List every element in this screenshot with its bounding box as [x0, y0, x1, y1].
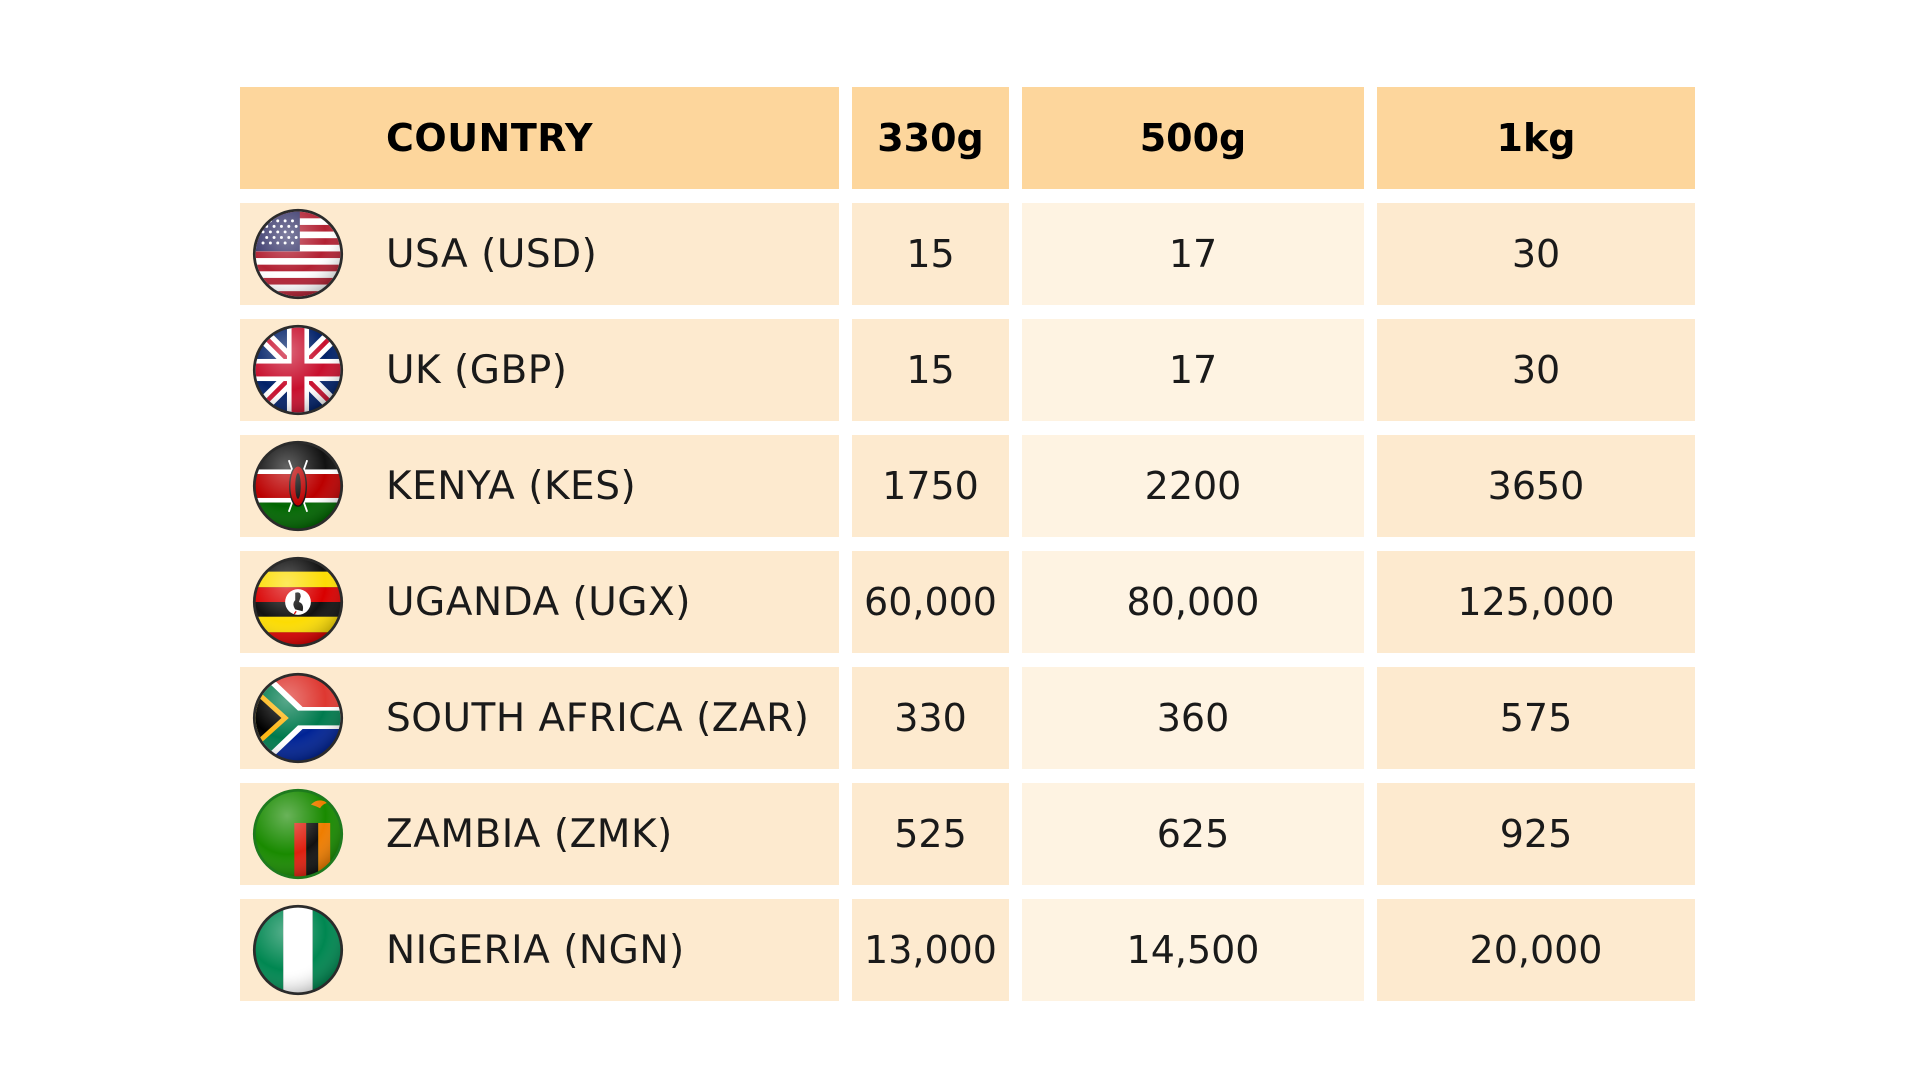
kenya-flag-icon: [252, 440, 344, 532]
uganda-flag-icon: [252, 556, 344, 648]
country-label-kenya: KENYA (KES): [386, 463, 637, 509]
value-usa-330g: 15: [852, 203, 1009, 305]
value-south-africa-330g: 330: [852, 667, 1009, 769]
country-label-zambia: ZAMBIA (ZMK): [386, 811, 673, 857]
zambia-flag-icon: [252, 788, 344, 880]
value-zambia-330g: 525: [852, 783, 1009, 885]
value-uganda-500g: 80,000: [1022, 551, 1364, 653]
value-zambia-500g: 625: [1022, 783, 1364, 885]
value-uganda-330g: 60,000: [852, 551, 1009, 653]
price-table: COUNTRY 330g 500g 1kg: [240, 87, 1695, 1001]
country-cell-uk: UK (GBP): [240, 319, 839, 421]
value-nigeria-1kg: 20,000: [1377, 899, 1695, 1001]
south-africa-flag-icon: [252, 672, 344, 764]
header-country: COUNTRY: [240, 87, 839, 189]
header-500g: 500g: [1022, 87, 1364, 189]
nigeria-flag-icon: [252, 904, 344, 996]
country-label-uganda: UGANDA (UGX): [386, 579, 691, 625]
header-1kg: 1kg: [1377, 87, 1695, 189]
value-usa-500g: 17: [1022, 203, 1364, 305]
country-cell-zambia: ZAMBIA (ZMK): [240, 783, 839, 885]
country-cell-usa: USA (USD): [240, 203, 839, 305]
value-usa-1kg: 30: [1377, 203, 1695, 305]
value-kenya-330g: 1750: [852, 435, 1009, 537]
value-nigeria-330g: 13,000: [852, 899, 1009, 1001]
value-uganda-1kg: 125,000: [1377, 551, 1695, 653]
country-label-usa: USA (USD): [386, 231, 598, 277]
value-south-africa-1kg: 575: [1377, 667, 1695, 769]
country-label-uk: UK (GBP): [386, 347, 568, 393]
value-nigeria-500g: 14,500: [1022, 899, 1364, 1001]
uk-flag-icon: [252, 324, 344, 416]
country-cell-nigeria: NIGERIA (NGN): [240, 899, 839, 1001]
country-cell-uganda: UGANDA (UGX): [240, 551, 839, 653]
country-label-nigeria: NIGERIA (NGN): [386, 927, 685, 973]
value-south-africa-500g: 360: [1022, 667, 1364, 769]
usa-flag-icon: [252, 208, 344, 300]
country-label-south-africa: SOUTH AFRICA (ZAR): [386, 695, 810, 741]
country-cell-kenya: KENYA (KES): [240, 435, 839, 537]
value-zambia-1kg: 925: [1377, 783, 1695, 885]
header-330g: 330g: [852, 87, 1009, 189]
value-kenya-500g: 2200: [1022, 435, 1364, 537]
value-uk-500g: 17: [1022, 319, 1364, 421]
value-uk-1kg: 30: [1377, 319, 1695, 421]
value-kenya-1kg: 3650: [1377, 435, 1695, 537]
country-cell-south-africa: SOUTH AFRICA (ZAR): [240, 667, 839, 769]
value-uk-330g: 15: [852, 319, 1009, 421]
